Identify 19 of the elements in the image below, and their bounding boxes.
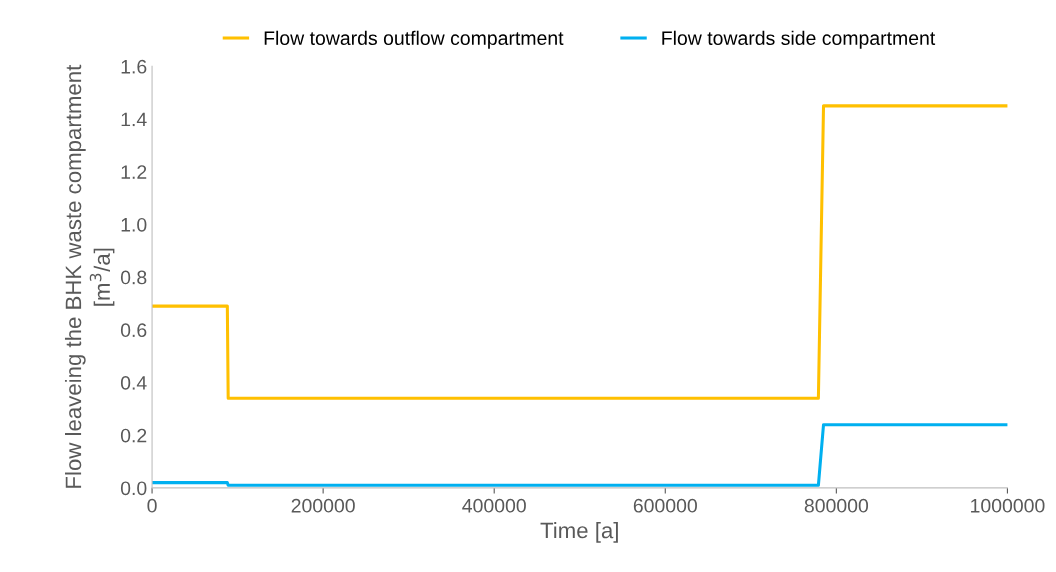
x-tick-label: 800000 [804, 498, 869, 513]
x-tick-label: 0 [147, 498, 157, 513]
y-tick-label: 1.2 [121, 165, 147, 179]
y-tick-label: 0.2 [120, 428, 147, 443]
y-tick-label: 1.4 [121, 112, 147, 127]
y-tick-label: 0.6 [120, 323, 147, 338]
y-tick-label: 1.0 [121, 217, 147, 232]
y-axis-title: Flow leaveing the BHK waste compartment [m$^{3}$/a] [64, 64, 115, 488]
legend-label: Flow towards outflow compartment [264, 30, 564, 49]
y-tick-label: 0.0 [120, 481, 147, 496]
x-tick-label: 400000 [462, 498, 526, 513]
x-axis-title: Time [a] [540, 522, 618, 543]
x-tick-label: 1000000 [971, 498, 1045, 513]
y-tick-label: 0.4 [120, 375, 147, 390]
x-tick-label: 600000 [633, 498, 697, 513]
y-tick-label: 1.6 [121, 59, 147, 74]
legend-label: Flow towards side compartment [662, 30, 936, 49]
y-tick-label: 0.8 [120, 270, 147, 285]
x-tick-label: 200000 [291, 498, 355, 513]
